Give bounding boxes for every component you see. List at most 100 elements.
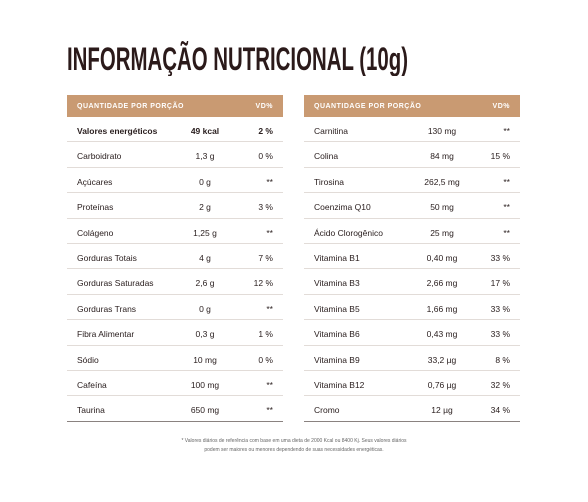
- nutrient-name: Tirosina: [314, 176, 344, 187]
- amount: 0,3 g: [195, 329, 215, 340]
- daily-value: 15 %: [490, 151, 510, 162]
- table-header: QUANTIDADE POR PORÇÃO VD%: [67, 95, 283, 117]
- amount: 262,5 mg: [424, 176, 460, 187]
- daily-value: 34 %: [490, 405, 510, 416]
- daily-value: 33 %: [490, 252, 510, 263]
- daily-value: **: [266, 405, 273, 416]
- daily-value: **: [503, 176, 510, 187]
- nutrient-name: Vitamina B12: [314, 379, 365, 390]
- table-row: Valores energéticos 49 kcal 2 %: [67, 117, 283, 143]
- amount: 100 mg: [190, 379, 220, 390]
- table-row: Cafeína 100 mg **: [67, 371, 283, 397]
- table: QUANTIDAGE POR PORÇÃO VD% Carnitina 130 mg *…: [304, 95, 520, 422]
- nutrient-name: Açúcares: [77, 176, 113, 187]
- nutrient-name: Gorduras Totais: [77, 252, 137, 263]
- daily-value: **: [503, 126, 510, 136]
- table-row: Gorduras Trans 0 g **: [67, 295, 283, 321]
- footnote: podem ser maiores ou menores dependendo …: [204, 447, 384, 453]
- amount: 1,66 mg: [426, 303, 458, 314]
- table-row: Taurina 650 mg **: [67, 396, 283, 422]
- daily-value: **: [266, 303, 273, 314]
- amount: 2 g: [199, 202, 211, 213]
- amount: 0,40 mg: [426, 252, 458, 263]
- nutrient-name: Vitamina B5: [314, 303, 360, 314]
- table-row: Gorduras Saturadas 2,6 g 12 %: [67, 269, 283, 295]
- column-header: VD%: [492, 103, 510, 110]
- amount: 10 mg: [193, 354, 217, 365]
- amount: 4 g: [199, 252, 211, 263]
- daily-value: 8 %: [495, 354, 510, 365]
- daily-value: **: [503, 202, 510, 213]
- table-row: Carboidrato 1,3 g 0 %: [67, 142, 283, 168]
- table-row: Coenzima Q10 50 mg **: [304, 193, 520, 219]
- nutrient-name: Cromo: [314, 405, 340, 416]
- table-row: Açúcares 0 g **: [67, 168, 283, 194]
- daily-value: 17 %: [490, 278, 510, 289]
- nutrient-name: Carnitina: [314, 126, 349, 136]
- amount: 130 mg: [427, 126, 457, 136]
- nutrient-name: Coenzima Q10: [314, 202, 371, 213]
- table-row: Colina 84 mg 15 %: [304, 142, 520, 168]
- amount: 1,3 g: [195, 151, 215, 162]
- table-row: Vitamina B5 1,66 mg 33 %: [304, 295, 520, 321]
- daily-value: 33 %: [490, 303, 510, 314]
- amount: 650 mg: [190, 405, 220, 416]
- daily-value: 33 %: [490, 329, 510, 340]
- daily-value: **: [266, 379, 273, 390]
- amount: 33,2 µg: [427, 354, 457, 365]
- amount: 25 mg: [430, 227, 454, 238]
- footnote: * Valores diários de referência com base…: [181, 438, 407, 444]
- daily-value: 2 %: [258, 126, 273, 136]
- nutrient-name: Gorduras Trans: [77, 303, 137, 314]
- amount: 12 µg: [431, 405, 453, 416]
- nutrient-name: Cafeína: [77, 379, 107, 390]
- nutrient-name: Colina: [314, 151, 339, 162]
- table-row: Carnitina 130 mg **: [304, 117, 520, 143]
- daily-value: **: [503, 227, 510, 238]
- amount: 0,43 mg: [426, 329, 458, 340]
- daily-value: 0 %: [258, 354, 273, 365]
- table-row: Cromo 12 µg 34 %: [304, 396, 520, 422]
- nutrient-name: Ácido Clorogênico: [314, 227, 383, 238]
- table-row: Vitamina B12 0,76 µg 32 %: [304, 371, 520, 397]
- amount: 49 kcal: [190, 126, 220, 136]
- amount: 50 mg: [430, 202, 454, 213]
- nutrient-name: Fibra Alimentar: [77, 329, 135, 340]
- nutrient-name: Proteínas: [77, 202, 114, 213]
- table-row: Fibra Alimentar 0,3 g 1 %: [67, 320, 283, 346]
- table-row: Vitamina B6 0,43 mg 33 %: [304, 320, 520, 346]
- nutrient-name: Gorduras Saturadas: [77, 278, 154, 289]
- amount: 0 g: [199, 303, 211, 314]
- table-row: Tirosina 262,5 mg **: [304, 168, 520, 194]
- nutrient-name: Taurina: [77, 405, 105, 416]
- amount: 0 g: [199, 176, 211, 187]
- table-header: QUANTIDAGE POR PORÇÃO VD%: [304, 95, 520, 117]
- amount: 2,6 g: [195, 278, 215, 289]
- table-row: Vitamina B3 2,66 mg 17 %: [304, 269, 520, 295]
- amount: 1,25 g: [193, 227, 217, 238]
- table-row: Proteínas 2 g 3 %: [67, 193, 283, 219]
- amount: 2,66 mg: [426, 278, 458, 289]
- table-row: Vitamina B9 33,2 µg 8 %: [304, 346, 520, 371]
- nutrient-name: Vitamina B3: [314, 278, 360, 289]
- table-row: Sódio 10 mg 0 %: [67, 346, 283, 371]
- column-header: QUANTIDADE POR PORÇÃO: [77, 103, 184, 110]
- nutrient-name: Vitamina B1: [314, 252, 360, 263]
- nutrient-name: Colágeno: [77, 227, 114, 238]
- daily-value: **: [266, 227, 273, 238]
- table: QUANTIDADE POR PORÇÃO VD% Valores energéti…: [67, 95, 283, 422]
- table-row: Ácido Clorogênico 25 mg **: [304, 219, 520, 244]
- nutrient-name: Sódio: [77, 354, 99, 365]
- title: INFORMAÇÃO NUTRICIONAL (10g): [67, 41, 408, 76]
- table-row: Gorduras Totais 4 g 7 %: [67, 244, 283, 270]
- table-row: Colágeno 1,25 g **: [67, 219, 283, 244]
- column-header: QUANTIDAGE POR PORÇÃO: [314, 103, 422, 110]
- daily-value: 3 %: [258, 202, 273, 213]
- nutrient-name: Valores energéticos: [77, 126, 158, 136]
- amount: 84 mg: [430, 151, 454, 162]
- column-header: VD%: [255, 103, 273, 110]
- table-row: Vitamina B1 0,40 mg 33 %: [304, 244, 520, 270]
- title-box: INFORMAÇÃO NUTRICIONAL (10g): [67, 41, 408, 76]
